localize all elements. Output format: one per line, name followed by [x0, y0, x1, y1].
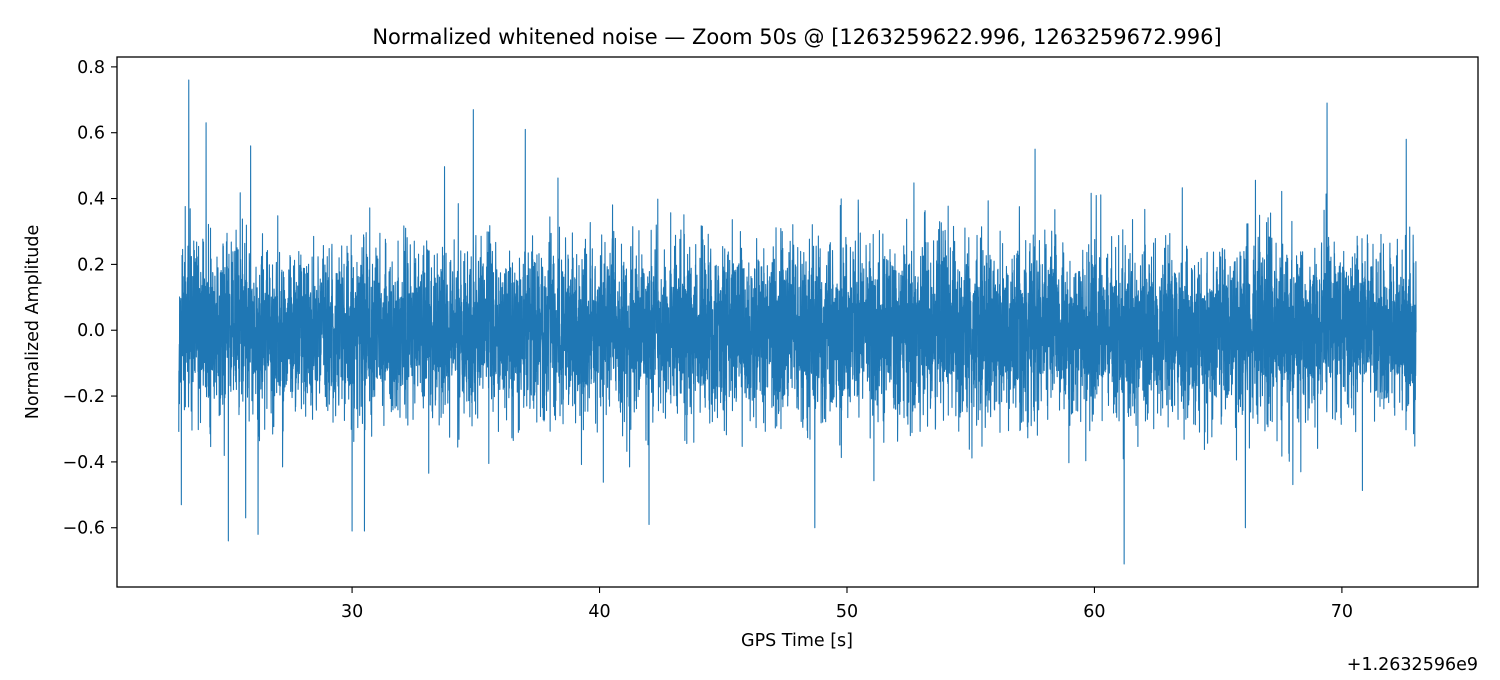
x-axis-label: GPS Time [s]	[741, 631, 853, 651]
x-tick-label: 50	[836, 602, 858, 622]
y-tick-label: −0.2	[63, 387, 106, 407]
series-line-0	[178, 79, 1417, 565]
x-axis-offset-label: +1.2632596e9	[1347, 655, 1478, 675]
y-axis-label: Normalized Amplitude	[23, 225, 43, 419]
x-tick-label: 70	[1331, 602, 1353, 622]
y-tick-label: 0.0	[77, 321, 105, 341]
y-tick-label: 0.8	[77, 58, 105, 78]
x-tick-label: 30	[341, 602, 363, 622]
y-tick-label: 0.4	[77, 190, 105, 210]
y-tick-label: 0.2	[77, 255, 105, 275]
y-tick-label: 0.6	[77, 124, 105, 144]
y-tick-label: −0.4	[63, 453, 106, 473]
y-tick-label: −0.6	[63, 519, 106, 539]
x-axis: 30 40 50 60 70	[341, 587, 1353, 622]
x-tick-label: 40	[588, 602, 610, 622]
plot-frame	[116, 56, 1479, 588]
plot-area	[178, 79, 1417, 565]
x-tick-label: 60	[1083, 602, 1105, 622]
y-axis: −0.6 −0.4 −0.2 0.0 0.2 0.4 0.6 0.8	[63, 58, 117, 539]
chart-title: Normalized whitened noise — Zoom 50s @ […	[372, 25, 1221, 49]
